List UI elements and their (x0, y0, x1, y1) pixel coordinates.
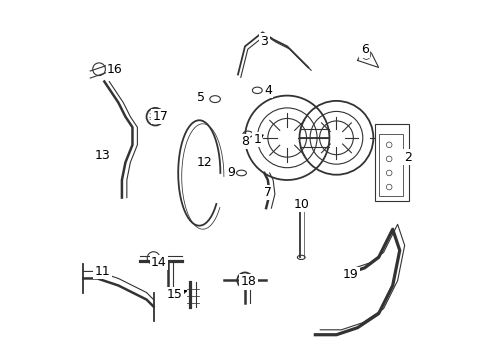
Text: 8: 8 (241, 135, 249, 148)
Text: 11: 11 (95, 265, 110, 278)
Text: 6: 6 (361, 44, 368, 57)
Text: 14: 14 (151, 256, 167, 269)
Text: 16: 16 (107, 63, 123, 76)
Text: 15: 15 (167, 288, 183, 301)
Text: 1: 1 (253, 133, 261, 146)
Text: 4: 4 (264, 84, 272, 97)
Bar (379, 134, 403, 196)
Text: 12: 12 (196, 156, 213, 169)
Text: 5: 5 (197, 91, 205, 104)
Text: 3: 3 (260, 35, 269, 48)
Text: 2: 2 (405, 150, 413, 164)
Bar (375, 124, 409, 201)
Text: 17: 17 (153, 110, 169, 123)
Text: 9: 9 (227, 166, 235, 180)
Text: 18: 18 (241, 275, 256, 288)
Text: 7: 7 (264, 186, 272, 199)
Text: 13: 13 (95, 149, 110, 162)
Text: 10: 10 (294, 198, 309, 211)
Text: 19: 19 (343, 269, 358, 282)
